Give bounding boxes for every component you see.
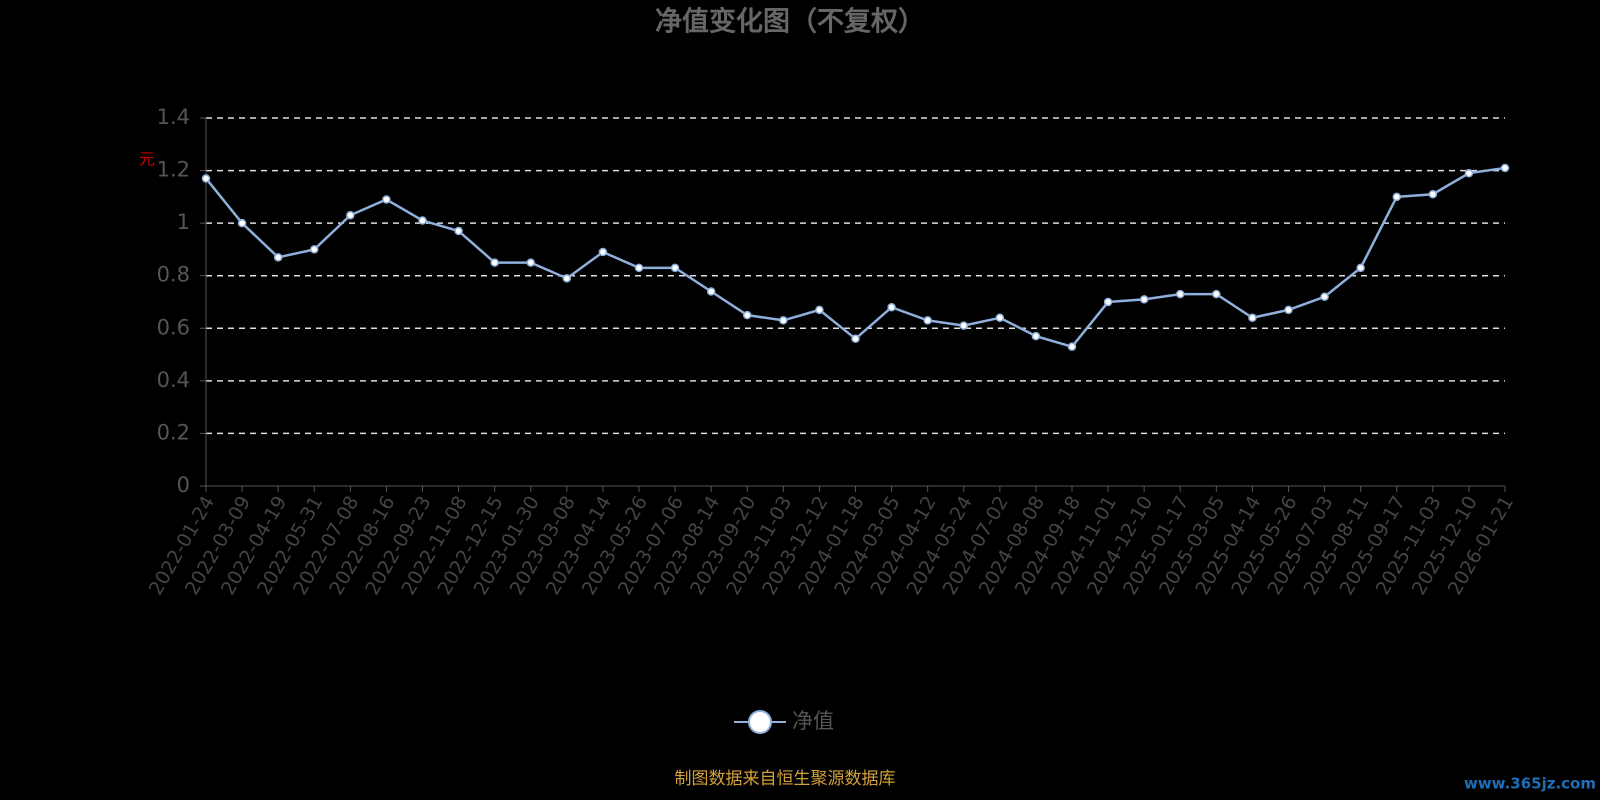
point [562, 274, 572, 283]
y-tick-label: 0 [177, 473, 190, 497]
point [815, 305, 824, 315]
point [273, 253, 283, 262]
point [779, 316, 788, 325]
point [201, 174, 211, 183]
point [418, 216, 427, 225]
point [923, 316, 932, 325]
point [526, 258, 535, 267]
point [1139, 295, 1149, 304]
point [454, 226, 463, 236]
point [851, 334, 860, 344]
y-tick-label: 1.4 [157, 105, 190, 129]
point [1031, 331, 1041, 341]
point [382, 195, 391, 204]
point [1176, 289, 1185, 299]
y-tick-label: 0.2 [157, 420, 190, 444]
point [1212, 289, 1221, 299]
point [1284, 305, 1293, 315]
point [670, 263, 680, 273]
point [1320, 292, 1329, 301]
y-tick-label: 0.8 [157, 263, 190, 287]
chart-title: 净值变化图（不复权） [655, 6, 925, 38]
point [1248, 313, 1257, 323]
point [310, 245, 319, 254]
y-tick-label: 1 [177, 210, 190, 234]
point [1392, 192, 1401, 202]
y-tick-label: 1.2 [157, 158, 190, 182]
point [346, 211, 355, 220]
point [237, 218, 247, 228]
point [490, 258, 499, 267]
point [1428, 189, 1438, 199]
legend-marker [748, 710, 772, 734]
y-tick-label: 0.4 [157, 368, 190, 392]
point [1067, 342, 1077, 351]
point [706, 287, 716, 296]
point [959, 321, 968, 330]
point [743, 310, 752, 320]
point [887, 303, 896, 312]
watermark: www.365jz.com [1464, 775, 1596, 793]
legend-label: 净值 [792, 709, 834, 733]
point [1356, 263, 1365, 273]
point [1103, 297, 1113, 307]
point [1464, 168, 1474, 178]
y-tick-label: 0.6 [157, 315, 190, 339]
point [995, 313, 1005, 323]
point [634, 263, 644, 273]
point [598, 247, 608, 257]
footer: 制图数据来自恒生聚源数据库 [675, 769, 896, 789]
y-axis-label: 元 [139, 150, 155, 169]
point [1500, 163, 1510, 173]
